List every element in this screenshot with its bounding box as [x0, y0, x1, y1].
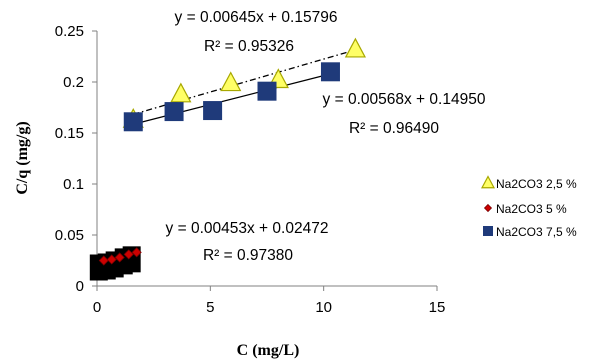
x-tick-label: 5 — [206, 299, 214, 316]
data-point-series-1 — [344, 37, 367, 58]
r2-series-3: R² = 0.96490 — [349, 120, 439, 137]
data-point-series-2 — [131, 247, 142, 258]
x-axis-title: C (mg/L) — [237, 342, 300, 359]
tick-labels: 0 0.05 0.1 0.15 0.2 0.25 0 5 10 15 — [55, 23, 446, 316]
legend-marker-series-1 — [480, 175, 496, 189]
legend-marker-series-2 — [483, 203, 493, 213]
data-point-series-3 — [257, 81, 277, 101]
data-point-series-2 — [98, 255, 109, 266]
y-tick-label: 0.15 — [55, 125, 84, 142]
data-point-series-3 — [164, 102, 184, 122]
equation-series-2: y = 0.00453x + 0.02472 — [166, 220, 329, 237]
data-point-series-2 — [123, 249, 134, 260]
y-tick-label: 0.25 — [55, 23, 84, 40]
data-point-series-2 — [114, 252, 125, 263]
equation-series-1: y = 0.00645x + 0.15796 — [175, 9, 338, 26]
y-tick-label: 0 — [76, 278, 84, 295]
y-axis-title: C/q (mg/g) — [14, 121, 31, 194]
r2-series-2: R² = 0.97380 — [203, 247, 293, 264]
y-tick-label: 0.05 — [55, 227, 84, 244]
r2-series-1: R² = 0.95326 — [204, 38, 294, 55]
data-point-series-2 — [106, 254, 117, 265]
x-tick-label: 15 — [429, 299, 446, 316]
data-point-series-3 — [203, 101, 223, 121]
legend-label-series-1: Na2CO3 2,5 % — [496, 177, 577, 191]
legend-label-series-3: Na2CO3 7,5 % — [496, 225, 577, 239]
axes — [92, 30, 438, 291]
equation-series-3: y = 0.00568x + 0.14950 — [323, 91, 486, 108]
data-point-series-3 — [123, 112, 143, 132]
data-point-series-1 — [170, 82, 192, 103]
legend-label-series-2: Na2CO3 5 % — [496, 202, 567, 216]
y-tick-label: 0.1 — [63, 176, 84, 193]
legend-markers — [480, 175, 496, 236]
x-tick-label: 0 — [93, 299, 101, 316]
data-markers — [89, 37, 367, 281]
legend-marker-series-3 — [483, 226, 493, 236]
data-point-series-3 — [320, 62, 340, 82]
data-point-series-1 — [220, 71, 242, 92]
legend: Na2CO3 2,5 % Na2CO3 5 % Na2CO3 7,5 % — [480, 175, 577, 239]
trendline-series-1 — [133, 49, 356, 115]
y-tick-label: 0.2 — [63, 74, 84, 91]
x-tick-label: 10 — [315, 299, 332, 316]
